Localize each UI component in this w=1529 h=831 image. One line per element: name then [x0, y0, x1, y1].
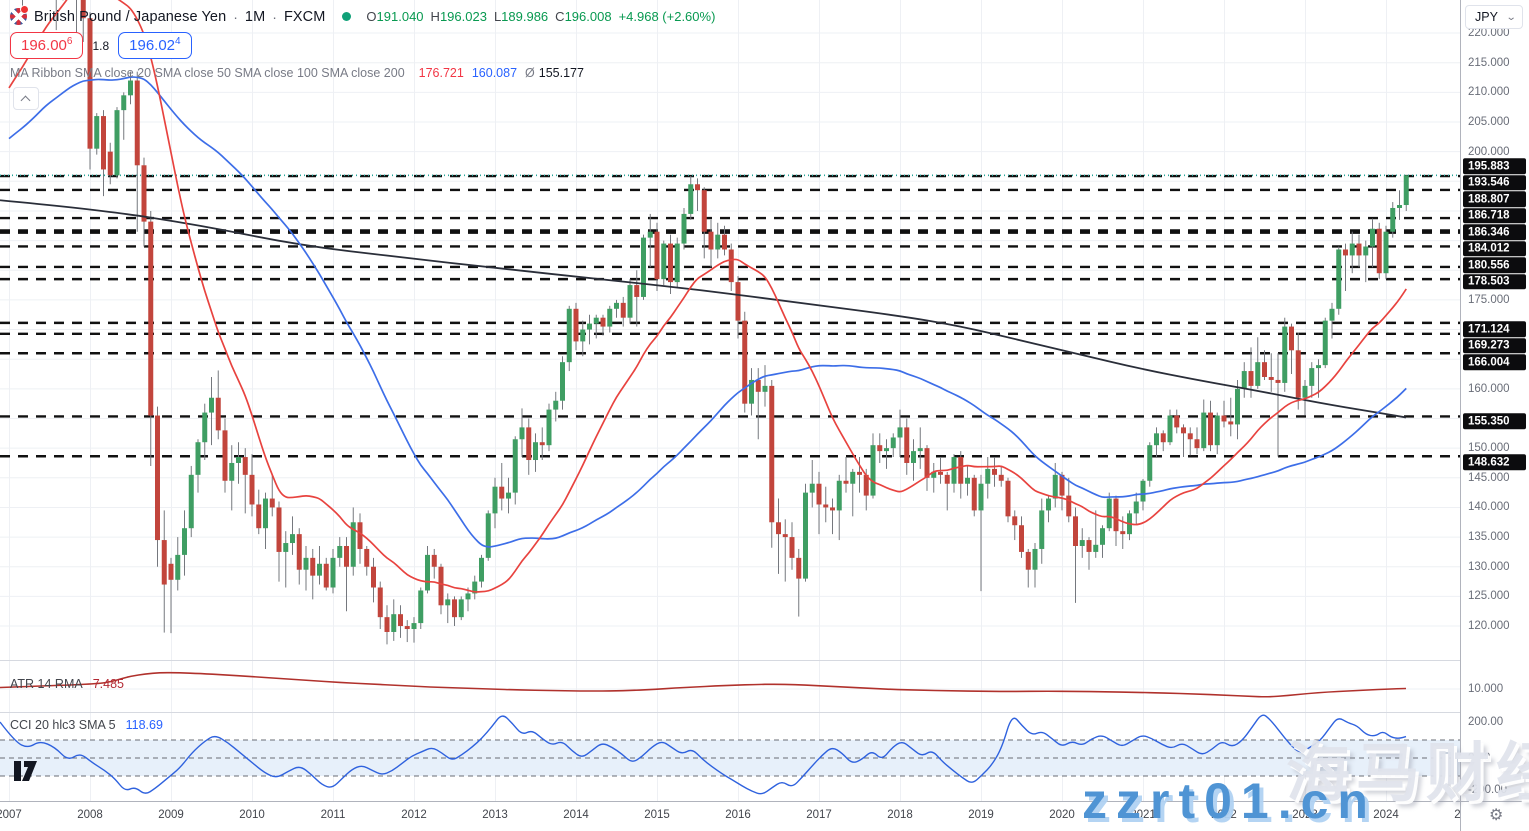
ohlc-readout: O191.040 H196.023 L189.986 C196.008 +4.9…: [366, 9, 716, 24]
close-value: 196.008: [564, 9, 612, 24]
price-tick: 135.000: [1468, 531, 1510, 544]
chevron-up-icon: [20, 95, 31, 106]
price-tick: 145.000: [1468, 471, 1510, 484]
change-value: +4.968 (+2.60%): [618, 9, 716, 24]
price-tick: 175.000: [1468, 293, 1510, 306]
symbol-title[interactable]: British Pound / Japanese Yen: [34, 8, 227, 25]
year-label: 2015: [644, 809, 670, 821]
cci-value: 118.69: [125, 718, 163, 732]
year-label: 2020: [1049, 809, 1075, 821]
sma50-line: [8, 76, 1407, 548]
gear-icon[interactable]: ⚙: [1489, 807, 1504, 824]
price-tick: 140.000: [1468, 501, 1510, 514]
price-level-label: 193.546: [1463, 174, 1526, 191]
price-level-label: 180.556: [1463, 257, 1526, 273]
price-tick: 125.000: [1468, 590, 1510, 603]
market-status-icon[interactable]: [342, 12, 352, 21]
sell-button[interactable]: 196.006: [10, 32, 84, 59]
collapse-panel-button[interactable]: [13, 87, 39, 110]
price-tick: 130.000: [1468, 560, 1510, 573]
sma50-value: 160.087: [471, 66, 518, 80]
year-label: 2007: [0, 809, 22, 821]
price-tick: 200.000: [1468, 145, 1510, 158]
low-value: 189.986: [501, 9, 549, 24]
grid-layer: [0, 0, 1460, 801]
price-level-label: 171.124: [1463, 321, 1526, 337]
interval-label[interactable]: 1M: [244, 8, 266, 25]
price-level-label: 169.273: [1463, 337, 1526, 354]
symbol-header: British Pound / Japanese Yen · 1M · FXCM…: [10, 5, 716, 25]
cci-legend[interactable]: CCI 20 hlc3 SMA 5 118.69: [10, 718, 163, 732]
atr-tick: 10.000: [1468, 683, 1504, 695]
price-level-label: 155.350: [1463, 413, 1526, 429]
price-tick: 120.000: [1468, 620, 1510, 633]
atr-pane: [0, 671, 1407, 698]
sma20-line: [8, 0, 1407, 593]
open-value: 191.040: [376, 9, 424, 24]
title-separator: ·: [272, 8, 277, 25]
main-pane: [0, 0, 1460, 645]
average-symbol: Ø: [525, 66, 535, 80]
price-level-label: 178.503: [1463, 273, 1526, 290]
sma200-line: [0, 199, 1407, 419]
atr-legend[interactable]: ATR 14 RMA 7.485: [10, 677, 124, 691]
price-level-label: 186.718: [1463, 207, 1526, 224]
year-label: 2011: [320, 809, 346, 821]
price-level-label: 184.012: [1463, 240, 1526, 257]
cci-tick: 0.00: [1468, 752, 1491, 764]
price-tick: 210.000: [1468, 86, 1510, 99]
title-separator: ·: [233, 8, 238, 25]
price-level-label: 188.807: [1463, 191, 1526, 207]
gb-flag-icon: [10, 5, 29, 25]
year-label: 2024: [1373, 809, 1399, 821]
tradingview-logo[interactable]: [14, 760, 44, 782]
high-value: 196.023: [439, 9, 487, 24]
price-tick: 150.000: [1468, 442, 1510, 455]
price-level-label: 148.632: [1463, 454, 1526, 470]
currency-selector[interactable]: JPY ⌄: [1465, 5, 1523, 29]
cci-tick: -200.00: [1468, 784, 1508, 796]
atr-value: 7.485: [92, 677, 124, 691]
average-value: 155.177: [538, 66, 584, 80]
year-label: 2009: [158, 809, 184, 821]
year-label: 2022: [1211, 809, 1237, 821]
buy-button[interactable]: 196.024: [118, 32, 192, 59]
time-axis[interactable]: 2007 2008 2009 2010 2011 2012 2013 2014 2015 2016…: [0, 801, 1460, 831]
cci-tick: 200.00: [1468, 716, 1504, 728]
candlestick-layer: [22, 0, 1409, 645]
chevron-down-icon: ⌄: [1505, 11, 1517, 23]
price-tick: 220.000: [1468, 27, 1510, 40]
year-label: 2012: [401, 809, 427, 821]
year-label: 2016: [725, 809, 751, 821]
year-label: 2025: [1454, 809, 1460, 821]
axis-corner: ⚙: [1460, 801, 1529, 831]
price-tick: 160.000: [1468, 382, 1510, 395]
price-level-label: 195.883: [1463, 158, 1526, 174]
year-label: 2017: [806, 809, 832, 821]
year-label: 2014: [563, 809, 589, 821]
year-label: 2008: [77, 809, 103, 821]
year-label: 2023: [1292, 809, 1318, 821]
price-scale[interactable]: 220.000 215.000 210.000 205.000 200.000 175.0…: [1460, 0, 1529, 801]
spread-value: 1.8: [92, 38, 110, 53]
cci-line: [0, 714, 1407, 795]
ma-ribbon-legend[interactable]: MA Ribbon SMA close 20 SMA close 50 SMA …: [10, 66, 584, 80]
price-tick: 215.000: [1468, 56, 1510, 69]
sma20-value: 176.721: [418, 66, 464, 80]
year-label: 2013: [482, 809, 508, 821]
year-label: 2019: [968, 809, 994, 821]
year-label: 2021: [1130, 809, 1156, 821]
bid-ask-panel: 196.006 1.8 196.024: [10, 32, 192, 59]
price-level-label: 166.004: [1463, 354, 1526, 370]
year-label: 2018: [887, 809, 913, 821]
cci-pane: [0, 714, 1460, 795]
price-level-label: 186.346: [1463, 224, 1526, 240]
exchange-label[interactable]: FXCM: [283, 8, 326, 25]
year-label: 2010: [239, 809, 265, 821]
price-tick: 205.000: [1468, 116, 1510, 128]
atr-line: [0, 671, 1407, 698]
indicator-name: MA Ribbon SMA close 20 SMA close 50 SMA …: [10, 66, 405, 80]
